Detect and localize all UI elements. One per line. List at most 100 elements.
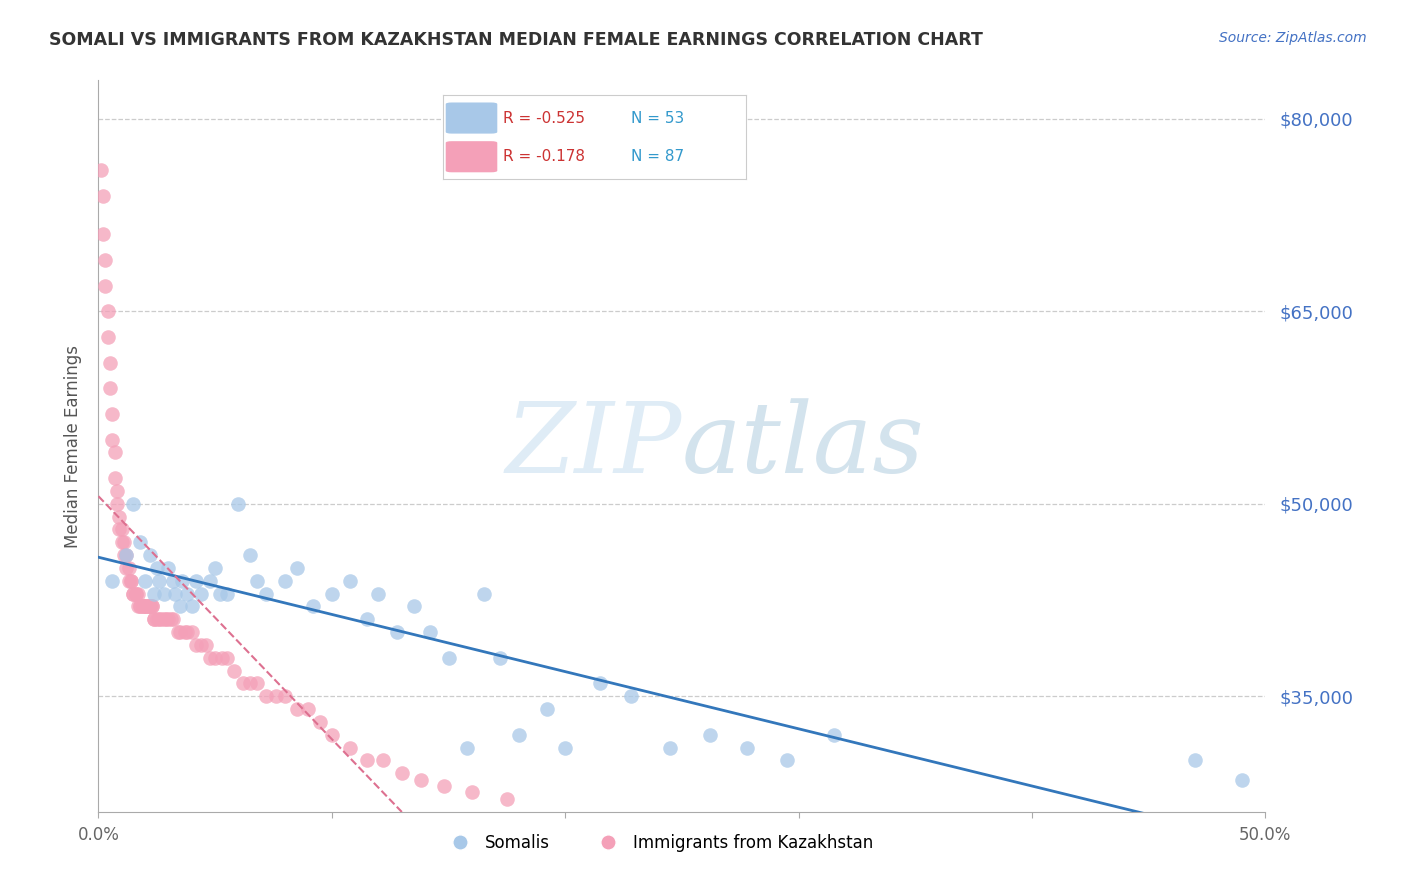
Point <box>101 574 124 588</box>
Point <box>173 625 195 640</box>
Point <box>134 599 156 614</box>
Point <box>118 574 141 588</box>
Point <box>735 740 758 755</box>
Point <box>309 714 332 729</box>
Point <box>215 650 238 665</box>
Point <box>256 586 278 600</box>
Point <box>367 586 389 600</box>
Point <box>136 599 159 614</box>
Point <box>166 625 188 640</box>
Point <box>169 625 191 640</box>
Point <box>150 612 173 626</box>
Point <box>139 599 162 614</box>
Point <box>190 638 212 652</box>
Point <box>239 676 262 690</box>
Point <box>134 574 156 588</box>
Point <box>402 599 425 614</box>
Point <box>211 650 233 665</box>
Point <box>472 586 495 600</box>
Point <box>339 574 361 588</box>
Point <box>125 586 148 600</box>
Point <box>285 702 308 716</box>
Point <box>152 612 174 626</box>
Point <box>108 523 131 537</box>
Point <box>155 612 177 626</box>
Text: ZIP: ZIP <box>506 399 682 493</box>
Point <box>129 535 152 549</box>
Text: atlas: atlas <box>682 399 925 493</box>
Point <box>108 509 131 524</box>
Point <box>157 612 180 626</box>
Point <box>98 381 121 395</box>
Point <box>97 304 120 318</box>
Legend: Somalis, Immigrants from Kazakhstan: Somalis, Immigrants from Kazakhstan <box>437 827 880 858</box>
Point <box>129 599 152 614</box>
Point <box>111 535 134 549</box>
Point <box>419 625 441 640</box>
Point <box>105 483 128 498</box>
Point <box>373 753 395 767</box>
Point <box>204 561 226 575</box>
Point <box>162 612 184 626</box>
Point <box>274 574 297 588</box>
Point <box>256 690 278 704</box>
Point <box>120 574 142 588</box>
Point <box>489 650 512 665</box>
Point <box>461 785 484 799</box>
Point <box>208 586 231 600</box>
Point <box>619 690 641 704</box>
Point <box>141 599 163 614</box>
Point <box>200 574 222 588</box>
Point <box>321 586 343 600</box>
Point <box>190 586 212 600</box>
Point <box>143 612 166 626</box>
Point <box>132 599 155 614</box>
Point <box>120 574 142 588</box>
Point <box>274 690 297 704</box>
Point <box>125 586 148 600</box>
Point <box>194 638 217 652</box>
Point <box>776 753 799 767</box>
Point <box>659 740 682 755</box>
Point <box>180 625 202 640</box>
Point <box>148 612 170 626</box>
Point <box>385 625 408 640</box>
Point <box>157 561 180 575</box>
Text: SOMALI VS IMMIGRANTS FROM KAZAKHSTAN MEDIAN FEMALE EARNINGS CORRELATION CHART: SOMALI VS IMMIGRANTS FROM KAZAKHSTAN MED… <box>49 31 983 49</box>
Point <box>143 612 166 626</box>
Point <box>139 548 162 562</box>
Point <box>1230 772 1253 787</box>
Point <box>496 792 519 806</box>
Point <box>186 638 208 652</box>
Point <box>162 574 184 588</box>
Point <box>285 561 308 575</box>
Point <box>101 433 124 447</box>
Point <box>115 548 138 562</box>
Point <box>302 599 325 614</box>
Point <box>94 278 117 293</box>
Point <box>112 535 135 549</box>
Point <box>176 586 198 600</box>
Point <box>152 586 174 600</box>
Point <box>122 586 145 600</box>
Point <box>246 574 269 588</box>
Point <box>129 599 152 614</box>
Point <box>232 676 254 690</box>
Point <box>134 599 156 614</box>
Point <box>699 728 721 742</box>
Point <box>297 702 319 716</box>
Point <box>122 497 145 511</box>
Point <box>98 355 121 369</box>
Point <box>146 561 169 575</box>
Point <box>222 664 245 678</box>
Point <box>104 445 127 459</box>
Y-axis label: Median Female Earnings: Median Female Earnings <box>63 344 82 548</box>
Point <box>169 599 191 614</box>
Point <box>339 740 361 755</box>
Point <box>204 650 226 665</box>
Point <box>90 163 112 178</box>
Point <box>1184 753 1206 767</box>
Point <box>456 740 478 755</box>
Point <box>122 586 145 600</box>
Point <box>264 690 287 704</box>
